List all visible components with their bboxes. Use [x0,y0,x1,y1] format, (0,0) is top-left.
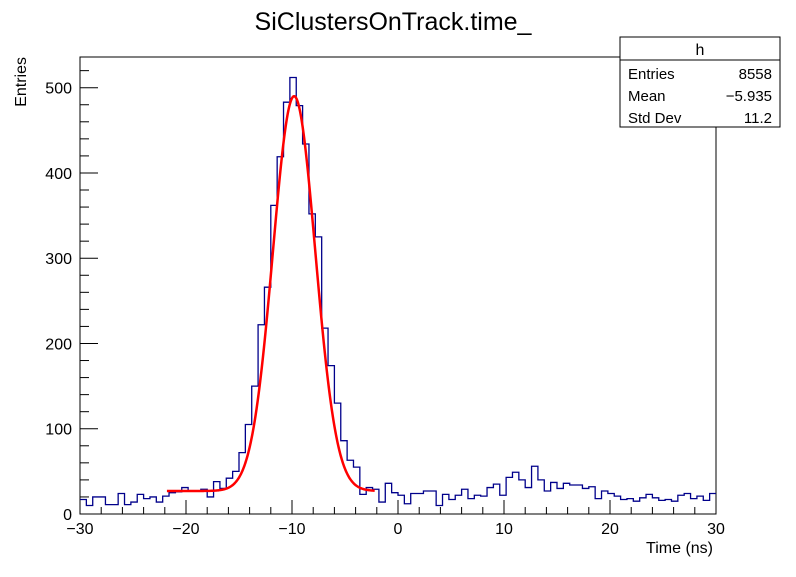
y-tick-label: 500 [45,81,72,98]
x-tick-label: −30 [66,521,93,538]
stats-entries-label: Entries [628,66,675,83]
x-tick-label: 10 [495,521,513,538]
stats-entries-value: 8558 [739,66,772,83]
y-tick-label: 400 [45,166,72,183]
stats-stddev-value: 11.2 [744,110,772,127]
stats-mean-label: Mean [628,88,666,105]
histogram-line [80,76,716,507]
x-tick-label: −20 [172,521,199,538]
x-tick-label: −10 [278,521,305,538]
y-tick-label: 300 [45,251,72,268]
stats-stddev-label: Std Dev [628,110,682,127]
x-tick-label: 20 [601,521,619,538]
x-axis-label: Time (ns) [646,540,713,557]
x-tick-label: 0 [394,521,403,538]
chart-title: SiClustersOnTrack.time_ [255,8,533,36]
x-tick-label: 30 [707,521,725,538]
fit-curve [166,94,375,493]
y-axis-label: Entries [13,57,30,107]
stats-box: h Entries 8558 Mean −5.935 Std Dev 11.2 [619,36,781,128]
stats-mean-value: −5.935 [726,88,772,105]
y-tick-label: 200 [45,336,72,353]
stats-box-title: h [696,42,705,59]
y-tick-label: 100 [45,422,72,439]
y-tick-label: 0 [63,507,72,524]
